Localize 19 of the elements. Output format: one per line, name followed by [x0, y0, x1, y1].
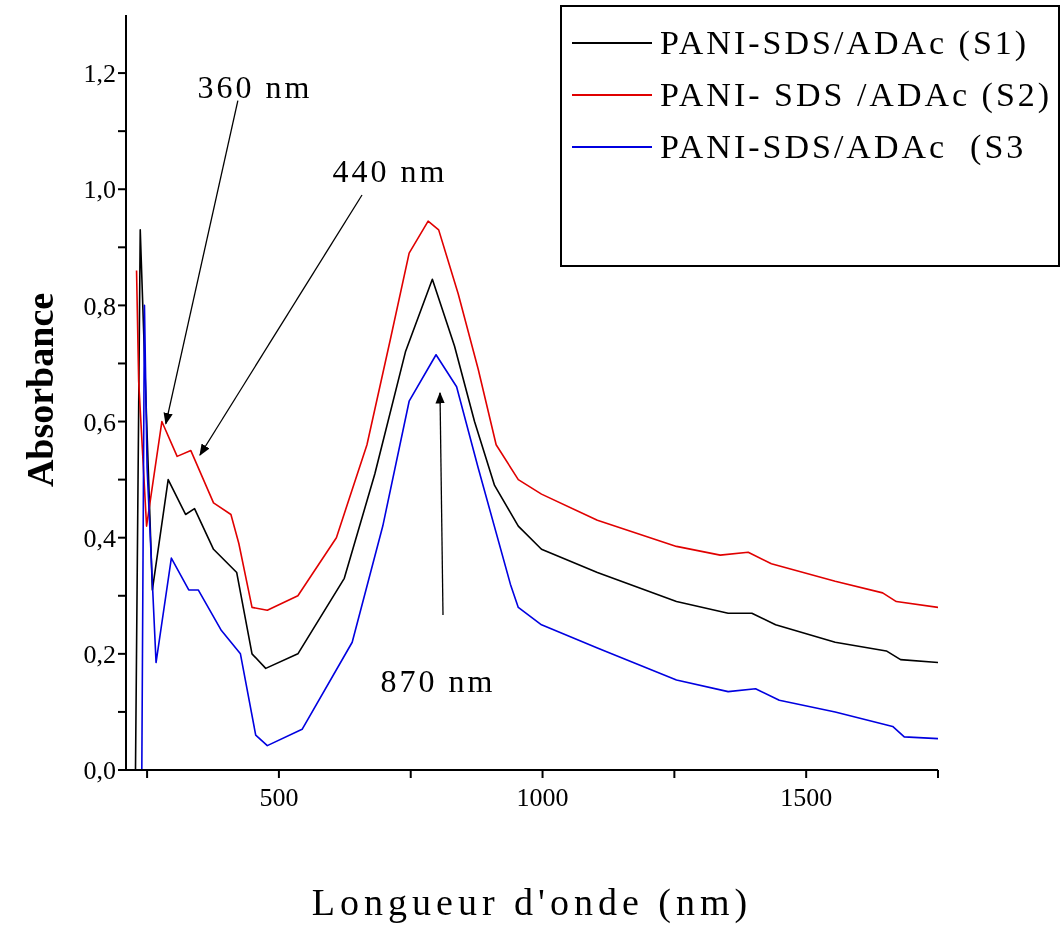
legend-label: PANI- SDS /ADAc (S2) — [660, 76, 1053, 114]
annotation: 870 nm — [380, 663, 496, 700]
line-series — [135, 220, 938, 612]
annotation: 440 nm — [332, 153, 448, 190]
x-tick-label: 1500 — [780, 783, 833, 813]
y-tick-label: 0,2 — [83, 640, 116, 670]
legend-label: PANI-SDS/ADAc (S1) — [660, 24, 1030, 62]
y-tick-label: 1,2 — [83, 59, 116, 89]
x-axis-title: Longueur d'onde (nm) — [310, 880, 754, 924]
annotation: 360 nm — [197, 68, 313, 105]
x-tick-label: 500 — [259, 783, 299, 813]
y-tick-label: 1,0 — [83, 175, 116, 205]
x-tick-label: 1000 — [516, 783, 569, 813]
y-axis-title: Absorbance — [18, 292, 62, 488]
legend-label: PANI-SDS/ADAc (S3 — [660, 128, 1027, 166]
y-tick-label: 0,8 — [83, 291, 116, 321]
y-tick-label: 0,4 — [83, 523, 116, 553]
y-tick-label: 0,0 — [83, 756, 116, 786]
y-tick-label: 0,6 — [83, 407, 116, 437]
